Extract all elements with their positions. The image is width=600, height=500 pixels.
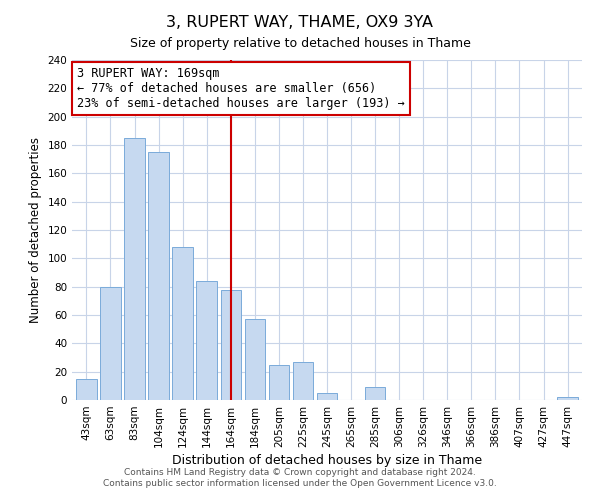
Bar — [100, 286, 121, 400]
Bar — [293, 362, 313, 400]
Bar — [148, 152, 169, 400]
Text: Size of property relative to detached houses in Thame: Size of property relative to detached ho… — [130, 38, 470, 51]
Bar — [124, 138, 145, 400]
Bar — [245, 319, 265, 400]
Text: Contains HM Land Registry data © Crown copyright and database right 2024.
Contai: Contains HM Land Registry data © Crown c… — [103, 468, 497, 487]
Bar — [76, 379, 97, 400]
Bar — [172, 247, 193, 400]
Bar — [317, 393, 337, 400]
Bar — [196, 281, 217, 400]
Bar — [269, 364, 289, 400]
Text: 3 RUPERT WAY: 169sqm
← 77% of detached houses are smaller (656)
23% of semi-deta: 3 RUPERT WAY: 169sqm ← 77% of detached h… — [77, 67, 405, 110]
Bar — [557, 397, 578, 400]
Bar — [221, 290, 241, 400]
X-axis label: Distribution of detached houses by size in Thame: Distribution of detached houses by size … — [172, 454, 482, 467]
Text: 3, RUPERT WAY, THAME, OX9 3YA: 3, RUPERT WAY, THAME, OX9 3YA — [167, 15, 433, 30]
Bar — [365, 387, 385, 400]
Y-axis label: Number of detached properties: Number of detached properties — [29, 137, 42, 323]
